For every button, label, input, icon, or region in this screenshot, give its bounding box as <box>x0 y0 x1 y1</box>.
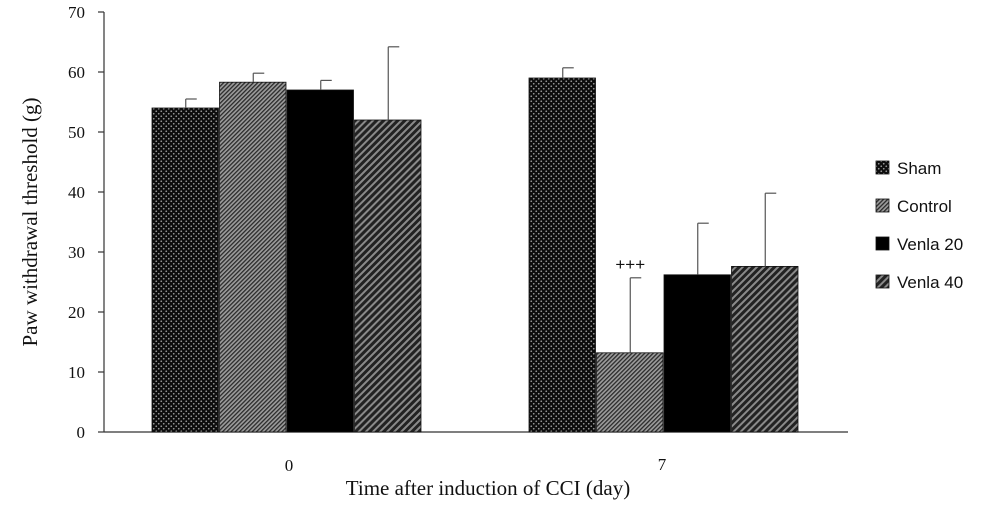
y-tick-label: 50 <box>68 123 85 142</box>
x-axis-title: Time after induction of CCI (day) <box>346 476 630 500</box>
bar-control-day-7 <box>596 352 664 433</box>
legend-label-sham: Sham <box>897 159 941 178</box>
bar-venla-20-day-0 <box>286 89 354 433</box>
legend-swatch-venla-20 <box>875 236 890 251</box>
bar-sham-day-0 <box>151 107 219 433</box>
y-tick-label: 20 <box>68 303 85 322</box>
legend: Sham Control Venla 20 Venla 40 <box>875 159 963 292</box>
legend-label-venla-20: Venla 20 <box>897 235 963 254</box>
y-tick-label: 70 <box>68 3 85 22</box>
bars-group <box>151 46 799 433</box>
legend-swatch-sham <box>875 160 890 175</box>
y-tick-label: 0 <box>77 423 86 442</box>
significance-annotation: +++ <box>615 255 645 274</box>
x-tick-label: 0 <box>285 456 294 475</box>
bar-sham-day-7 <box>528 77 596 433</box>
bar-venla-20-day-7 <box>663 274 731 433</box>
y-axis: 0 10 20 30 40 50 60 70 <box>68 3 105 442</box>
legend-swatch-control <box>875 198 890 213</box>
legend-label-venla-40: Venla 40 <box>897 273 963 292</box>
bar-venla-40-day-0 <box>354 119 422 433</box>
legend-swatch-venla-40 <box>875 274 890 289</box>
y-tick-label: 10 <box>68 363 85 382</box>
annotations-group: +++ <box>615 255 645 274</box>
legend-label-control: Control <box>897 197 952 216</box>
y-tick-label: 40 <box>68 183 85 202</box>
bar-venla-40-day-7 <box>731 265 799 433</box>
bar-control-day-0 <box>219 81 287 433</box>
y-tick-label: 60 <box>68 63 85 82</box>
x-tick-label: 7 <box>658 455 667 474</box>
y-axis-title: Paw withdrawal threshold (g) <box>18 97 42 346</box>
y-tick-label: 30 <box>68 243 85 262</box>
